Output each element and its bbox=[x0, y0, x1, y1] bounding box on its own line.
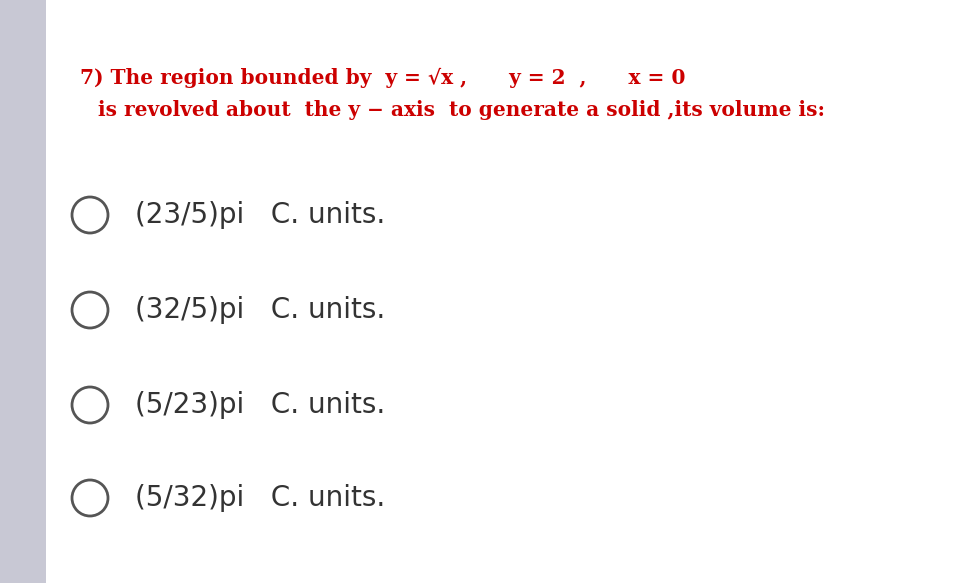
Bar bbox=[0, 0, 46, 583]
Text: (32/5)pi   C. units.: (32/5)pi C. units. bbox=[135, 296, 385, 324]
Text: is revolved about  the y − axis  to generate a solid ,its volume is:: is revolved about the y − axis to genera… bbox=[98, 100, 825, 120]
Text: (23/5)pi   C. units.: (23/5)pi C. units. bbox=[135, 201, 385, 229]
Text: (5/32)pi   C. units.: (5/32)pi C. units. bbox=[135, 484, 385, 512]
Text: (5/23)pi   C. units.: (5/23)pi C. units. bbox=[135, 391, 385, 419]
Text: 7) The region bounded by  y = √x ,      y = 2  ,      x = 0: 7) The region bounded by y = √x , y = 2 … bbox=[80, 68, 685, 88]
